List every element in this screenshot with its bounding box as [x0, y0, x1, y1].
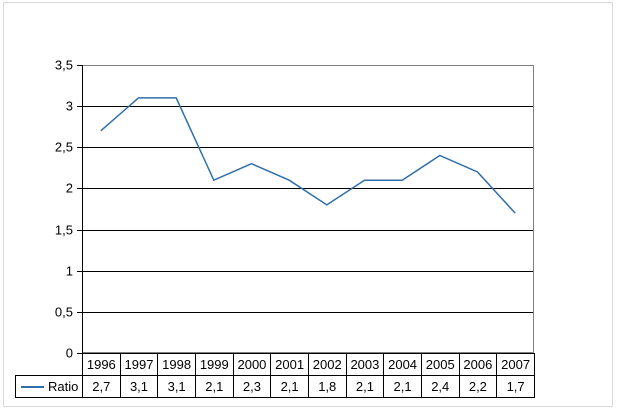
ratio-value-cell: 3,1: [119, 375, 159, 398]
y-axis-tick-label: 2,5: [55, 140, 73, 155]
legend-line-key-icon: [21, 385, 44, 388]
year-cell: 2005: [420, 353, 460, 376]
y-axis-tick-label: 3,5: [55, 58, 73, 73]
series-line-ratio: [100, 97, 516, 214]
y-axis-tick-label: 2: [66, 181, 73, 196]
year-cell: 2004: [383, 353, 422, 376]
year-cell: 1998: [157, 353, 196, 376]
year-cell: 1996: [82, 353, 121, 376]
ratio-value-cell: 2,7: [82, 375, 121, 398]
y-axis-tick-label: 1: [66, 264, 73, 279]
y-axis-tick-label: 0,5: [55, 305, 73, 320]
y-axis-tick-label: 1,5: [55, 223, 73, 238]
year-cell: 2003: [345, 353, 385, 376]
year-cell: 2002: [307, 353, 347, 376]
data-table-year-row: 1996 1997 1998 1999 2000 2001 2002 2003 2004 2005…: [82, 353, 535, 376]
year-cell: 1999: [194, 353, 234, 376]
ratio-value-cell: 2,1: [383, 375, 422, 398]
ratio-value-cell: 1,7: [496, 375, 535, 398]
year-cell: 2001: [270, 353, 309, 376]
year-cell: 2007: [496, 353, 535, 376]
ratio-value-cell: 2,1: [270, 375, 309, 398]
year-cell: 2000: [232, 353, 272, 376]
y-axis-tick-label: 3: [66, 99, 73, 114]
ratio-value-cell: 2,3: [232, 375, 272, 398]
ratio-value-cell: 2,1: [345, 375, 385, 398]
plot-area-border: [82, 65, 534, 353]
ratio-value-cell: 2,1: [194, 375, 234, 398]
y-axis-tick-label: 0: [66, 346, 73, 361]
data-table: 1996 1997 1998 1999 2000 2001 2002 2003 2004 2005…: [82, 353, 535, 398]
year-cell: 1997: [119, 353, 159, 376]
ratio-value-cell: 1,8: [307, 375, 347, 398]
legend-series-label: Ratio: [48, 379, 79, 394]
ratio-value-cell: 2,2: [458, 375, 498, 398]
year-cell: 2006: [458, 353, 498, 376]
ratio-value-cell: 3,1: [157, 375, 196, 398]
legend: Ratio: [15, 375, 83, 398]
ratio-value-cell: 2,4: [420, 375, 460, 398]
data-table-value-row: 2,7 3,1 3,1 2,1 2,3 2,1 1,8 2,1 2,1 2,4 2,2 1,7: [82, 375, 535, 398]
